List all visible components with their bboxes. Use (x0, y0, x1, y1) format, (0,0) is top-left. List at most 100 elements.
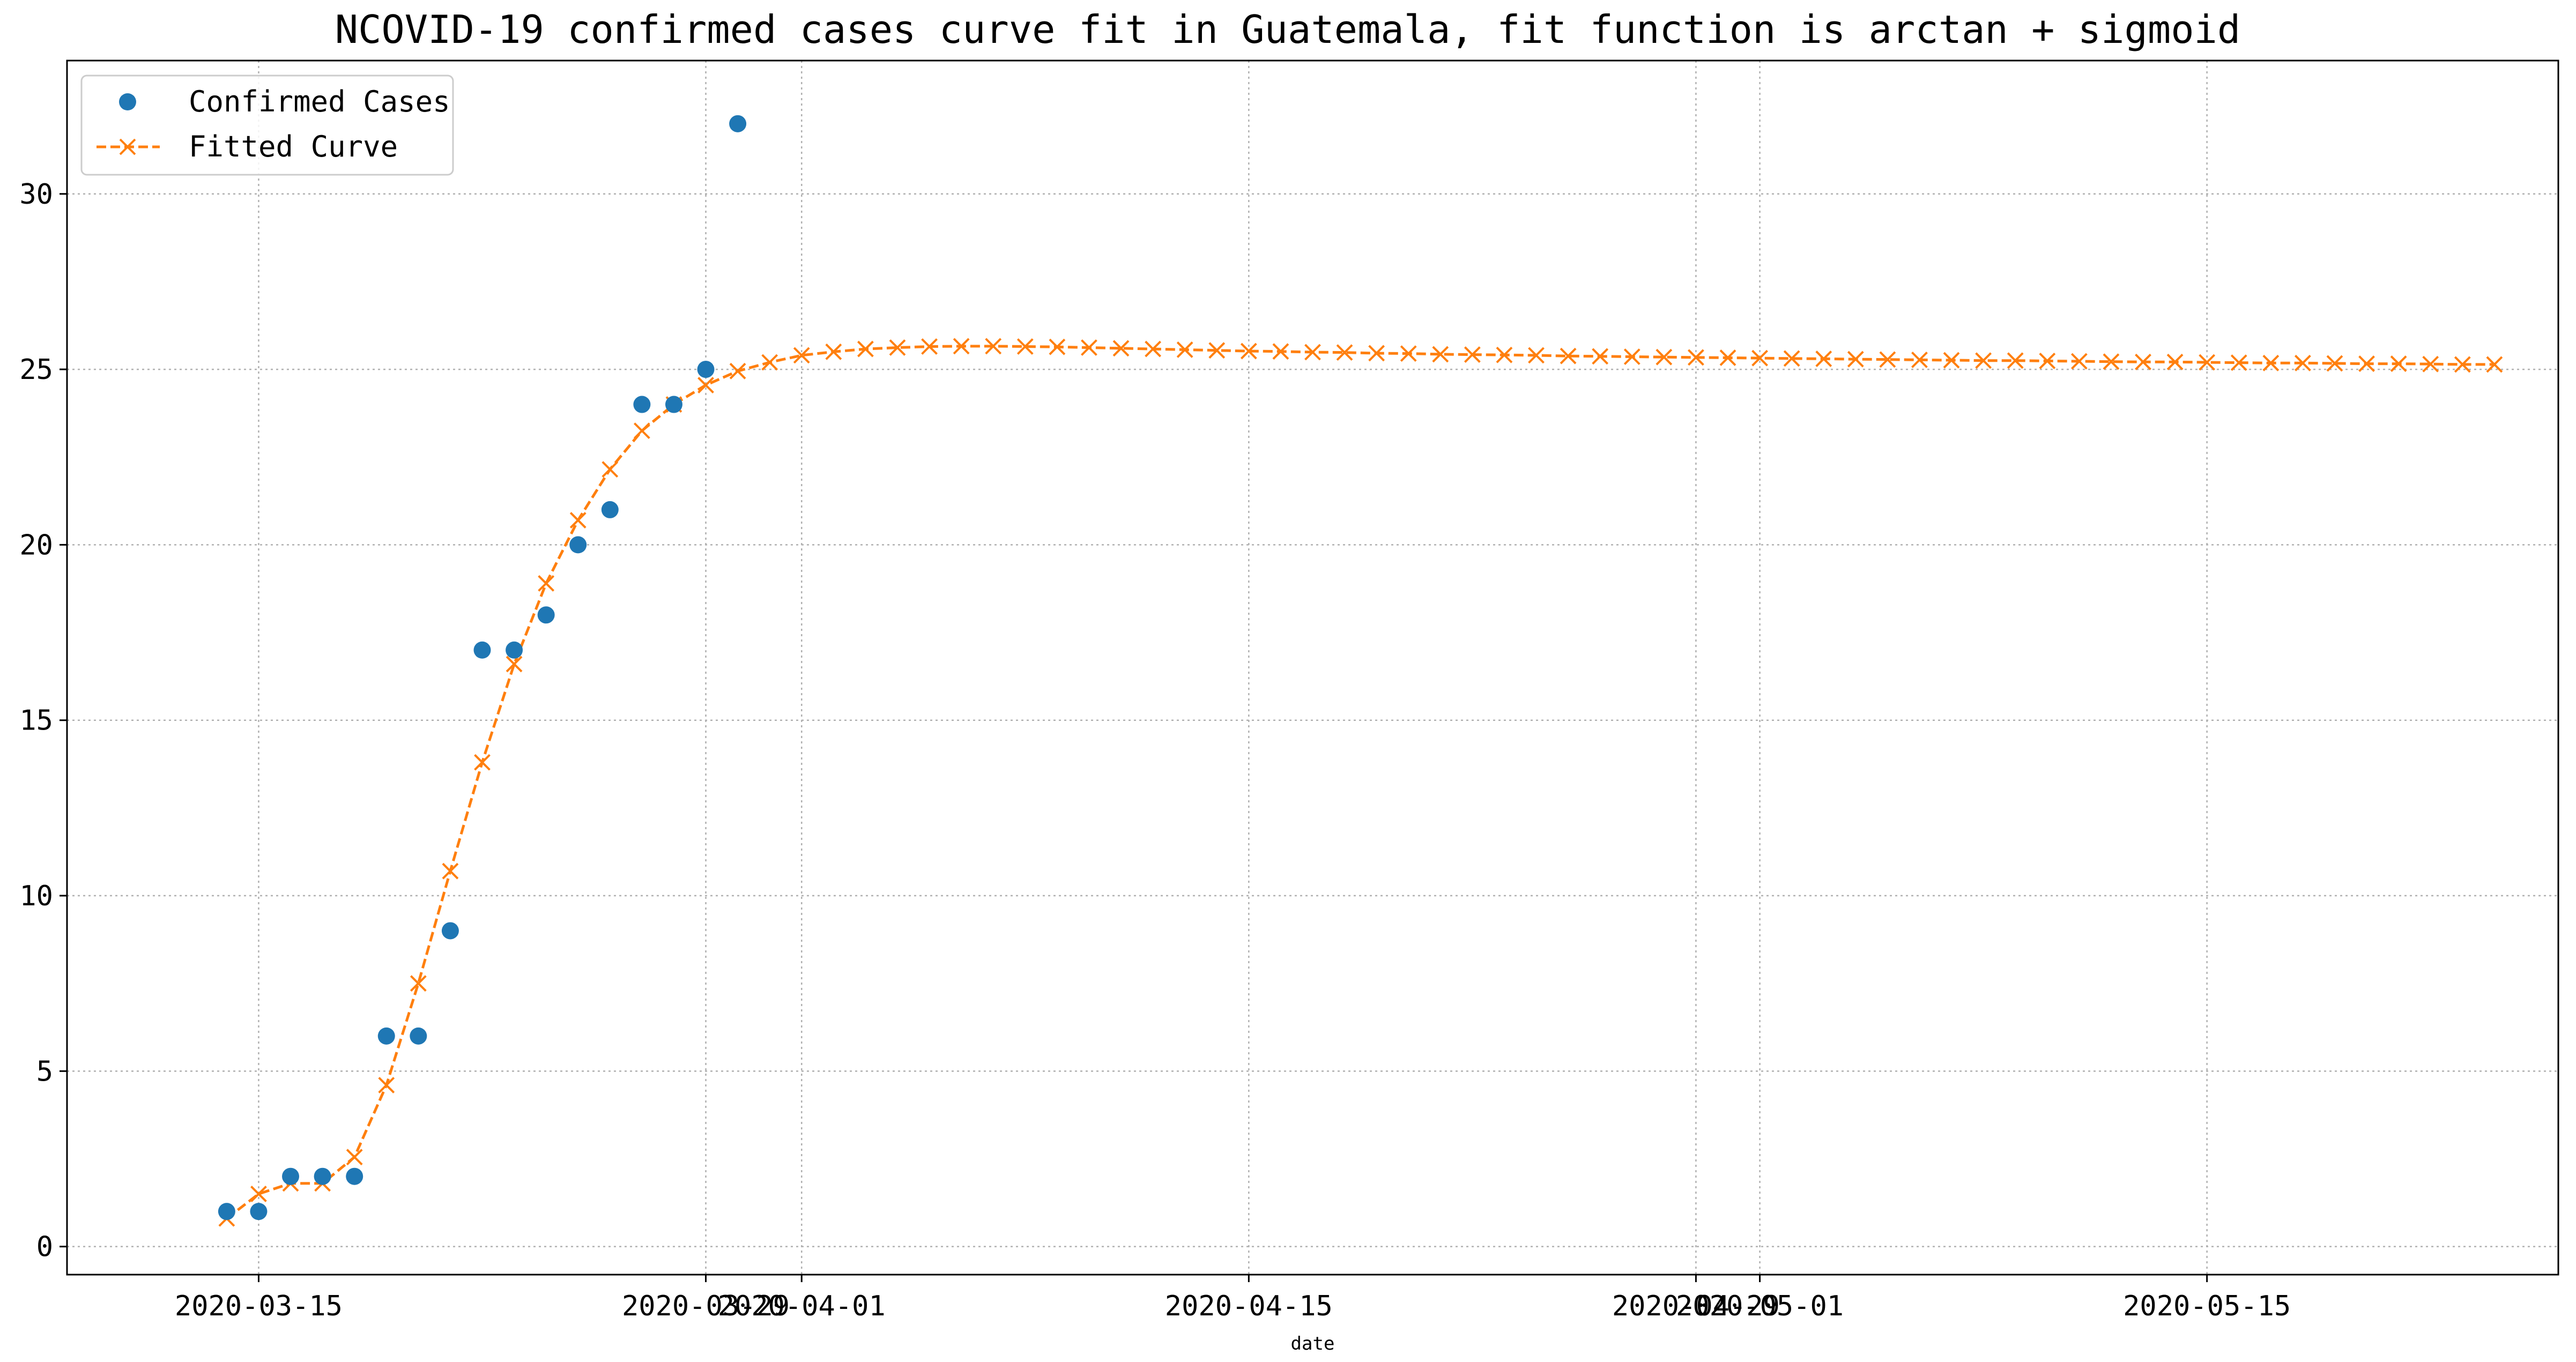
confirmed-case-point (410, 1027, 427, 1045)
fitted-curve-marker (2294, 354, 2311, 371)
confirmed-case-point (665, 396, 682, 413)
fitted-curve-marker (1688, 349, 1704, 366)
legend-marker-fitted (119, 138, 136, 155)
confirmed-case-point (282, 1167, 300, 1185)
fitted-curve-marker (2326, 355, 2343, 372)
fitted-curve-marker (602, 461, 619, 478)
fitted-curve-marker (1656, 348, 1673, 366)
fitted-curve-marker (1304, 344, 1321, 361)
fitted-curve-marker (1176, 341, 1193, 358)
confirmed-case-point (218, 1203, 235, 1220)
fitted-curve-marker (825, 343, 842, 360)
fitted-curve-marker (1432, 346, 1449, 363)
confirmed-case-point (314, 1167, 331, 1185)
legend-box (80, 75, 454, 176)
fitted-curve-marker (1528, 347, 1545, 364)
fitted-curve-marker (1751, 349, 1768, 367)
fitted-curve-marker (2039, 352, 2056, 369)
legend: Confirmed Cases Fitted Curve (80, 75, 454, 176)
fitted-curve-marker (1016, 338, 1034, 355)
confirmed-case-point (537, 606, 555, 624)
fitted-curve-marker (921, 338, 938, 355)
fitted-curve-marker (953, 338, 970, 355)
fitted-curve-line (226, 345, 2495, 1220)
confirmed-case-point (729, 115, 747, 132)
y-tick-label: 20 (19, 529, 53, 561)
confirmed-case-point (697, 361, 715, 378)
y-tick-label: 15 (19, 705, 53, 737)
fitted-curve-marker (1400, 345, 1417, 362)
fitted-curve-marker (1975, 352, 1992, 369)
fitted-curve-marker (1879, 351, 1896, 368)
fitted-curve-marker (1560, 347, 1577, 364)
fitted-curve-marker (2070, 353, 2088, 370)
fitted-curve-marker (1623, 348, 1640, 365)
fitted-curve-marker (1943, 352, 1960, 369)
confirmed-case-point (346, 1167, 363, 1185)
legend-label-fitted: Fitted Curve (189, 130, 398, 163)
x-tick-label: 2020-04-15 (1165, 1290, 1333, 1322)
fitted-curve-marker (2262, 354, 2280, 371)
confirmed-case-point (506, 641, 523, 659)
fitted-curve-marker (1208, 342, 1226, 359)
fitted-curve-marker (2135, 353, 2151, 370)
x-tick-label: 2020-03-29 (622, 1290, 790, 1322)
fitted-curve-marker (538, 575, 555, 592)
y-tick-label: 5 (36, 1055, 53, 1088)
fitted-curve-marker (1496, 346, 1513, 363)
fitted-curve-marker (346, 1149, 363, 1166)
fitted-curve-marker (697, 377, 714, 393)
y-tick-label: 0 (36, 1231, 53, 1263)
fitted-curve-marker (506, 656, 523, 673)
fitted-curve-marker (1240, 343, 1257, 360)
x-axis-label: date (1291, 1333, 1335, 1354)
series-layer (218, 115, 2503, 1227)
y-tick-label: 30 (19, 178, 53, 211)
fitted-curve-marker (2358, 355, 2375, 373)
plot-frame (66, 59, 2559, 1276)
fitted-curve-marker (2007, 352, 2024, 369)
y-tick-label: 10 (19, 880, 53, 912)
fitted-curve-marker (1272, 343, 1289, 360)
x-tick-label: 2020-05-15 (2123, 1290, 2291, 1322)
fitted-curve-marker (889, 339, 906, 356)
x-tick-label: 2020-04-01 (718, 1290, 886, 1322)
confirmed-case-point (473, 641, 491, 659)
fitted-curve-marker (1847, 351, 1864, 368)
fitted-curve-marker (729, 362, 746, 379)
fitted-curve-marker (1911, 351, 1928, 368)
fitted-curve-marker (2422, 355, 2439, 373)
x-tick-label: 2020-05-01 (1676, 1290, 1844, 1322)
fitted-curve-marker (1783, 350, 1800, 367)
legend-label-confirmed: Confirmed Cases (189, 85, 450, 118)
fitted-curve-marker (2230, 354, 2247, 371)
fitted-curve-marker (985, 338, 1002, 355)
fitted-curve-marker (410, 975, 427, 992)
fitted-curve-marker (378, 1077, 395, 1093)
fitted-curve-marker (2103, 353, 2120, 370)
fitted-curve-marker (2454, 356, 2471, 373)
confirmed-case-point (250, 1203, 268, 1220)
fitted-curve-marker (857, 340, 874, 358)
fitted-curve-marker (1464, 346, 1481, 363)
fitted-curve-marker (569, 512, 587, 529)
confirmed-case-point (441, 922, 459, 940)
confirmed-case-point (569, 536, 587, 554)
confirmed-case-point (601, 501, 619, 518)
y-tick-label: 25 (19, 354, 53, 386)
grid-layer (67, 61, 2558, 1275)
fitted-curve-marker (1592, 348, 1609, 365)
fitted-curve-marker (793, 347, 810, 364)
x-tick-label: 2020-03-15 (175, 1290, 343, 1322)
fitted-curve-marker (633, 422, 650, 440)
fitted-curve-marker (442, 862, 459, 880)
chart-title: NCOVID-19 confirmed cases curve fit in G… (335, 7, 2241, 52)
confirmed-case-point (633, 396, 651, 413)
x-tick-label: 2020-04-29 (1612, 1290, 1780, 1322)
fitted-curve-marker (1049, 338, 1066, 355)
fitted-curve-marker (1815, 351, 1832, 367)
